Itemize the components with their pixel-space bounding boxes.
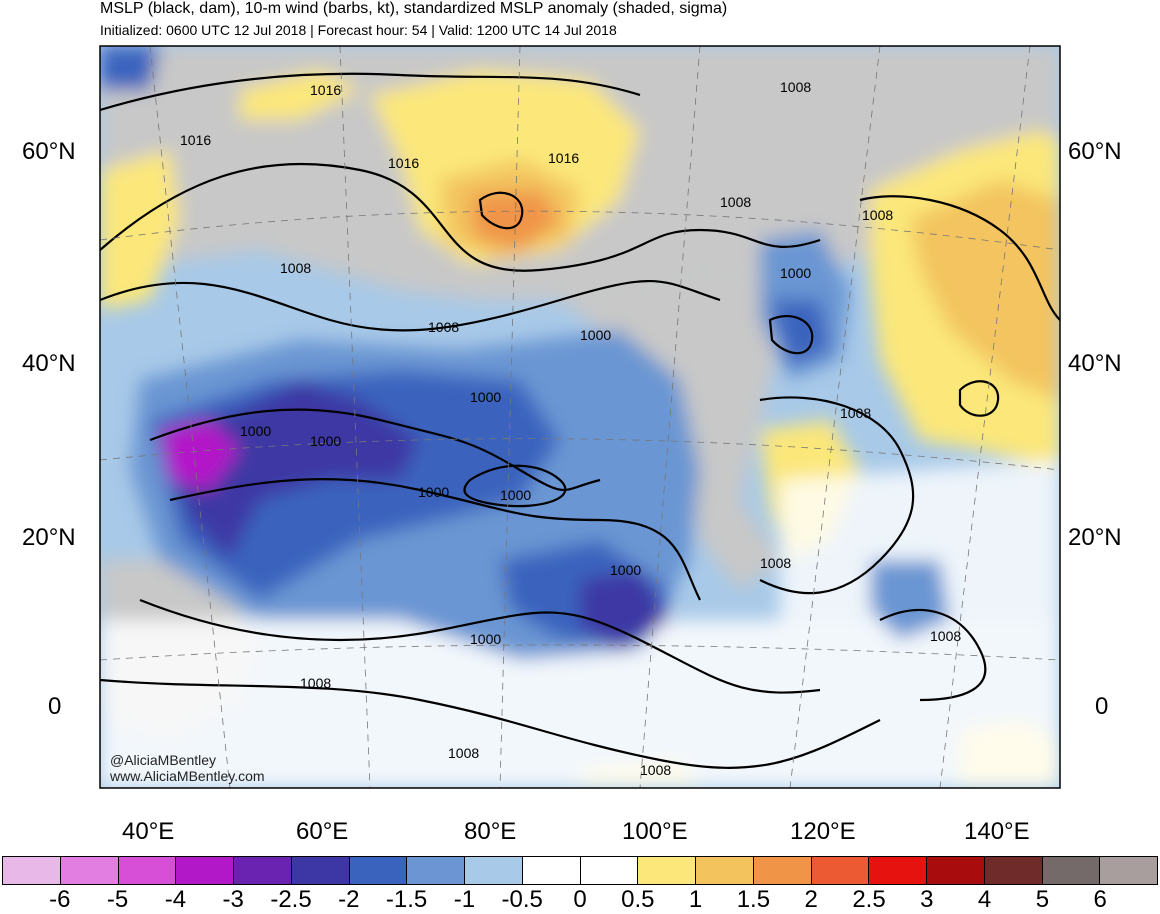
credit-handle: @AliciaMBentley (110, 752, 217, 768)
colorbar-swatch (811, 857, 870, 884)
map-frame (99, 45, 1061, 789)
lat-label: 20°N (22, 524, 76, 551)
colorbar-swatch (291, 857, 350, 884)
contour-label: 1008 (760, 555, 791, 571)
colorbar-swatch (349, 857, 408, 884)
contour-label: 1008 (640, 762, 671, 778)
colorbar-swatch (234, 857, 292, 884)
colorbar-swatch (927, 857, 985, 884)
contour-label: 1008 (280, 260, 311, 276)
contour-label: 1000 (310, 433, 341, 449)
colorbar-swatch (753, 857, 812, 884)
chart-title: MSLP (black, dam), 10-m wind (barbs, kt)… (100, 0, 728, 17)
contour-label: 1000 (580, 327, 611, 343)
lon-label: 80°E (464, 818, 517, 845)
lat-label-right: 60°N (1068, 138, 1122, 165)
contour-label: 1008 (862, 207, 893, 223)
anomaly-shading (100, 46, 1060, 788)
colorbar-swatch (176, 857, 234, 884)
colorbar-tick-label: 0.5 (621, 886, 655, 913)
lat-label-right: 20°N (1068, 524, 1122, 551)
colorbar-swatch (118, 857, 177, 884)
colorbar-tick-label: 5 (1035, 886, 1050, 913)
colorbar-tick-label: 3 (920, 886, 934, 913)
contour-label: 1000 (418, 484, 449, 500)
chart-subtitle: Initialized: 0600 UTC 12 Jul 2018 | Fore… (100, 22, 617, 38)
colorbar-tick-label: -6 (49, 886, 71, 913)
contour-label: 1016 (548, 150, 579, 166)
contour-label: 1000 (780, 265, 811, 281)
contour-label: 1008 (448, 745, 479, 761)
colorbar-swatch (580, 857, 639, 884)
contour-label: 1000 (470, 389, 501, 405)
lat-label: 60°N (22, 138, 76, 165)
contour-label: 1008 (428, 319, 459, 335)
contour-label: 1008 (720, 194, 751, 210)
lat-label: 40°N (22, 350, 76, 377)
lon-label: 120°E (790, 818, 856, 845)
lon-label: 60°E (296, 818, 349, 845)
map-grid (100, 46, 1060, 788)
contour-label: 1008 (780, 79, 811, 95)
colorbar-swatch (407, 857, 465, 884)
colorbar-tick-label: -2 (338, 886, 360, 913)
contour-label: 1016 (388, 155, 419, 171)
colorbar-tick-label: 2 (804, 886, 818, 913)
colorbar-swatch (984, 857, 1043, 884)
colorbar-tick-label: 1 (688, 886, 703, 913)
contour-label: 1000 (500, 487, 531, 503)
lat-label-right: 0 (1095, 693, 1109, 720)
credit-url: www.AliciaMBentley.com (110, 768, 265, 784)
colorbar-tick-label: 1.5 (736, 886, 771, 913)
contour-label: 1000 (470, 631, 501, 647)
contour-label: 1016 (180, 132, 211, 148)
colorbar-swatch (60, 857, 119, 884)
colorbar-swatch (465, 857, 523, 884)
colorbar-tick-label: -1.5 (385, 886, 428, 913)
contour-label: 1000 (610, 562, 641, 578)
colorbar (2, 856, 1158, 885)
colorbar-swatch (1042, 857, 1101, 884)
mslp-contours (100, 72, 1060, 769)
colorbar-tick-label: 6 (1093, 886, 1107, 913)
contour-label: 1000 (240, 423, 271, 439)
lat-label: 0 (48, 693, 62, 720)
colorbar-swatch (3, 857, 61, 884)
contour-label: 1008 (840, 405, 871, 421)
contour-label: 1008 (300, 675, 331, 691)
colorbar-swatch (869, 857, 927, 884)
colorbar-swatch (696, 857, 754, 884)
lon-label: 100°E (622, 818, 688, 845)
colorbar-swatch (522, 857, 581, 884)
colorbar-swatch (638, 857, 696, 884)
contour-label: 1016 (310, 82, 341, 98)
colorbar-tick-label: 2.5 (852, 886, 886, 913)
lon-label: 140°E (964, 818, 1030, 845)
colorbar-tick-label: 4 (977, 886, 992, 913)
colorbar-swatch (1100, 857, 1157, 884)
colorbar-tick-label: -5 (106, 886, 129, 913)
lat-label-right: 40°N (1068, 350, 1122, 377)
contour-label: 1008 (930, 628, 961, 644)
colorbar-tick-label: -2.5 (270, 886, 312, 913)
colorbar-tick-label: 0 (573, 886, 587, 913)
colorbar-tick-label: -1 (453, 886, 476, 913)
contour-label-layer: 1016 1016 1016 1016 1008 1008 1008 1008 1008 1008… (180, 79, 961, 778)
colorbar-tick-label: -0.5 (501, 886, 543, 913)
colorbar-tick-label: -4 (164, 886, 187, 913)
colorbar-tick-label: -3 (222, 886, 244, 913)
lon-label: 40°E (122, 818, 175, 845)
